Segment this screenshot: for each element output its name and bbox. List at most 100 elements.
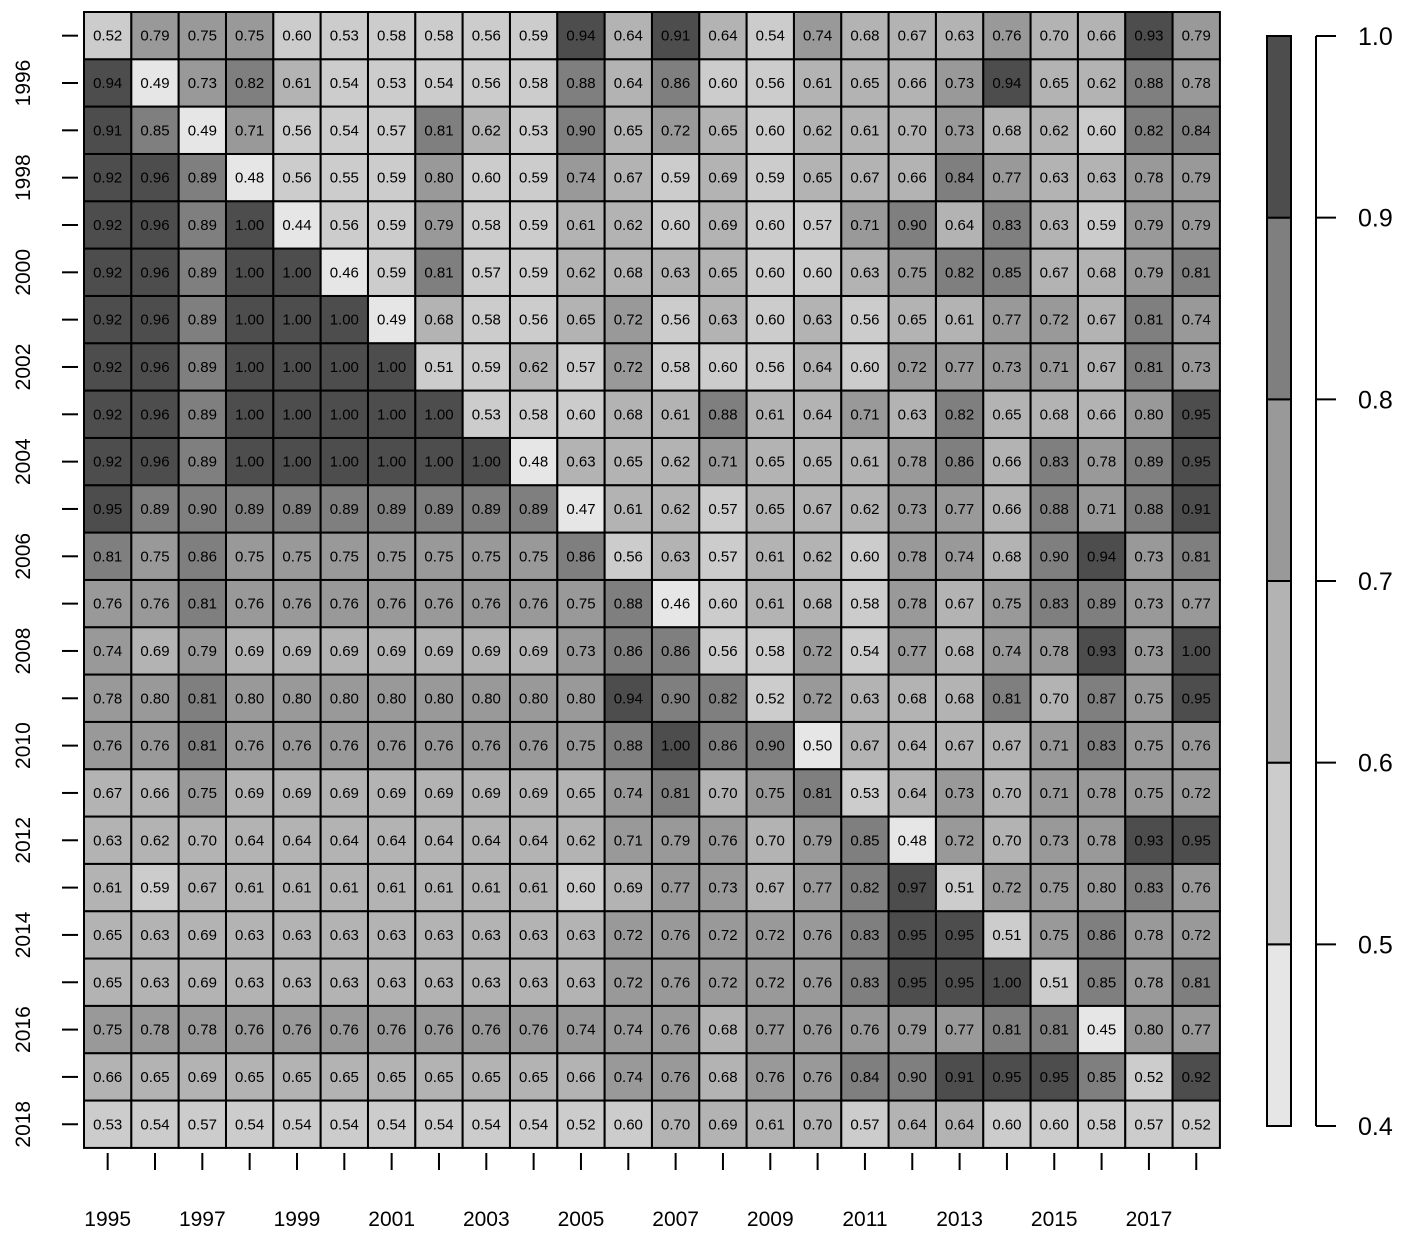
cell-value-label: 0.63 <box>566 927 595 944</box>
heatmap-cell <box>603 11 653 61</box>
cell-value-label: 0.67 <box>93 785 122 802</box>
cell-value-label: 0.72 <box>708 927 737 944</box>
cell-value-label: 0.83 <box>992 217 1021 234</box>
cell-value-label: 0.78 <box>188 1022 217 1039</box>
heatmap-cell <box>792 11 843 61</box>
cell-value-label: 0.65 <box>614 122 643 139</box>
cell-value-label: 0.60 <box>566 880 595 897</box>
y-tick-label: 2016 <box>12 1006 35 1053</box>
cell-value-label: 0.54 <box>377 1116 406 1133</box>
heatmap-cell <box>934 1052 985 1102</box>
cell-value-label: 0.89 <box>188 406 217 423</box>
cell-value-label: 0.54 <box>330 122 359 139</box>
cell-value-label: 0.80 <box>424 690 453 707</box>
cell-value-label: 0.72 <box>1182 927 1211 944</box>
cell-value-label: 0.60 <box>803 264 832 281</box>
x-tick-label: 2007 <box>652 1208 699 1231</box>
heatmap-cell <box>1029 484 1079 534</box>
cell-value-label: 0.78 <box>1134 170 1163 187</box>
cell-value-label: 0.71 <box>1040 785 1069 802</box>
cell-value-label: 0.81 <box>661 785 690 802</box>
heatmap-cell <box>177 957 227 1007</box>
heatmap-cell <box>414 200 464 250</box>
cell-value-label: 0.89 <box>188 454 217 471</box>
cell-value-label: 0.63 <box>282 974 311 991</box>
cell-value-label: 0.71 <box>850 217 879 234</box>
colorbar-segment <box>1266 943 1292 1127</box>
heatmap-cell <box>83 200 133 250</box>
cell-value-label: 0.53 <box>519 122 548 139</box>
cell-value-label: 0.75 <box>1040 927 1069 944</box>
cell-value-label: 0.58 <box>519 406 548 423</box>
cell-value-label: 0.71 <box>850 406 879 423</box>
cell-value-label: 0.81 <box>188 690 217 707</box>
cell-value-label: 0.62 <box>803 122 832 139</box>
cell-value-label: 1.00 <box>992 974 1021 991</box>
heatmap-cell <box>366 389 417 439</box>
colorbar-tick-label: 0.9 <box>1358 205 1393 233</box>
cell-value-label: 0.63 <box>661 548 690 565</box>
cell-value-label: 0.76 <box>235 738 264 755</box>
heatmap-cell <box>934 342 985 392</box>
heatmap-cell <box>792 105 843 155</box>
cell-value-label: 0.63 <box>472 927 501 944</box>
y-tick-label: 2004 <box>12 438 35 485</box>
heatmap-cell <box>319 152 369 203</box>
heatmap-cell <box>650 768 701 818</box>
cell-value-label: 0.92 <box>93 454 122 471</box>
cell-value-label: 0.94 <box>992 75 1021 92</box>
heatmap-cell <box>650 862 701 913</box>
cell-value-label: 0.56 <box>330 217 359 234</box>
cell-value-label: 0.86 <box>945 454 974 471</box>
cell-value-label: 0.70 <box>992 785 1021 802</box>
x-tick-label: 1995 <box>84 1208 131 1231</box>
heatmap-cell <box>556 957 606 1007</box>
cell-value-label: 0.62 <box>566 264 595 281</box>
cell-value-label: 0.73 <box>945 785 974 802</box>
heatmap-cell <box>224 673 275 723</box>
cell-value-label: 0.90 <box>188 501 217 518</box>
cell-value-label: 0.60 <box>708 75 737 92</box>
cell-value-label: 0.65 <box>566 785 595 802</box>
cell-value-label: 0.49 <box>188 122 217 139</box>
heatmap-cell <box>1076 862 1127 913</box>
cell-value-label: 0.46 <box>661 596 690 613</box>
x-tick-label: 2005 <box>558 1208 605 1231</box>
cell-value-label: 1.00 <box>235 312 264 329</box>
heatmap-cell <box>934 105 985 155</box>
cell-value-label: 0.83 <box>1087 738 1116 755</box>
cell-value-label: 0.60 <box>756 264 785 281</box>
heatmap-cell <box>272 957 322 1007</box>
cell-value-label: 0.61 <box>803 75 832 92</box>
cell-value-label: 0.76 <box>803 927 832 944</box>
cell-value-label: 0.73 <box>708 880 737 897</box>
cell-value-label: 0.92 <box>93 312 122 329</box>
cell-value-label: 0.77 <box>1182 596 1211 613</box>
cell-value-label: 0.63 <box>330 927 359 944</box>
cell-value-label: 0.64 <box>282 832 311 849</box>
cell-value-label: 0.61 <box>614 501 643 518</box>
cell-value-label: 0.59 <box>140 880 169 897</box>
cell-value-label: 0.89 <box>1087 596 1116 613</box>
cell-value-label: 0.95 <box>1182 690 1211 707</box>
cell-value-label: 0.68 <box>424 312 453 329</box>
heatmap-cell <box>83 1052 133 1102</box>
cell-value-label: 0.63 <box>330 974 359 991</box>
cell-value-label: 0.49 <box>377 312 406 329</box>
cell-value-label: 0.89 <box>330 501 359 518</box>
cell-value-label: 0.56 <box>519 312 548 329</box>
x-tick-label: 2003 <box>463 1208 510 1231</box>
cell-value-label: 0.63 <box>1040 170 1069 187</box>
cell-value-label: 1.00 <box>661 738 690 755</box>
cell-value-label: 0.96 <box>140 217 169 234</box>
cell-value-label: 0.61 <box>330 880 359 897</box>
cell-value-label: 0.62 <box>614 217 643 234</box>
cell-value-label: 0.76 <box>330 596 359 613</box>
cell-value-label: 0.68 <box>945 643 974 660</box>
cell-value-label: 0.56 <box>614 548 643 565</box>
heatmap-cell <box>1076 768 1127 818</box>
heatmap-cell <box>461 436 511 487</box>
heatmap-cell <box>792 768 843 818</box>
cell-value-label: 0.82 <box>850 880 879 897</box>
cell-value-label: 0.76 <box>472 1022 501 1039</box>
